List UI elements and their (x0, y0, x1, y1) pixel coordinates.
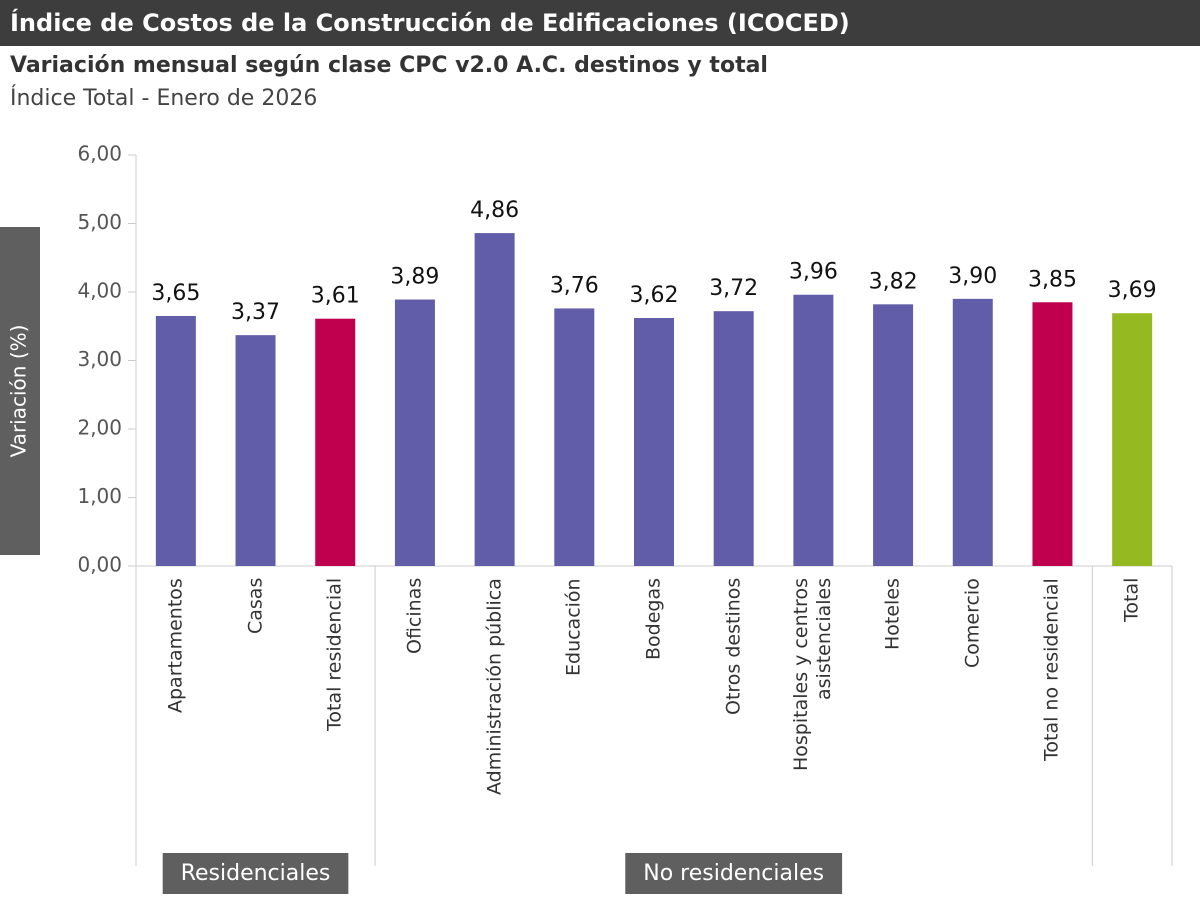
y-tick-label: 0,00 (77, 553, 122, 577)
bar (474, 233, 515, 566)
x-tick-label: Educación (562, 578, 585, 676)
bar (713, 311, 754, 566)
x-tick-label: Total residencial (323, 578, 346, 732)
bar (235, 335, 276, 566)
value-label: 3,62 (630, 283, 679, 308)
y-tick-label: 4,00 (77, 279, 122, 303)
value-label: 3,37 (231, 300, 280, 325)
chart-title: Índice de Costos de la Construcción de E… (10, 8, 850, 37)
bar (1032, 302, 1073, 566)
value-label: 3,61 (311, 284, 360, 309)
y-label-box (0, 227, 40, 555)
value-label: 3,96 (789, 260, 838, 285)
bar (952, 298, 993, 566)
x-tick-label: Bodegas (642, 578, 665, 661)
x-tick-label: Comercio (961, 578, 984, 668)
value-label: 3,89 (390, 265, 439, 290)
y-tick-label: 1,00 (77, 484, 122, 508)
bar (394, 299, 435, 566)
group-label-box (625, 853, 843, 894)
y-tick-label: 5,00 (77, 210, 122, 234)
bar (1112, 313, 1153, 566)
value-label: 3,76 (550, 273, 599, 298)
x-tick-label: Hospitales y centros asistenciales (790, 578, 836, 771)
value-label: 3,65 (151, 281, 200, 306)
chart-subtitle: Variación mensual según clase CPC v2.0 A… (10, 53, 768, 78)
bar (793, 294, 834, 566)
value-label: 3,85 (1028, 267, 1077, 292)
bar (873, 304, 914, 566)
x-tick-label: Administración pública (483, 578, 506, 795)
bar (155, 315, 196, 566)
y-tick-label: 2,00 (77, 416, 122, 440)
y-tick-label: 6,00 (77, 142, 122, 166)
chart-caption: Índice Total - Enero de 2026 (10, 85, 317, 111)
x-tick-label: Total (1120, 578, 1143, 623)
x-tick-label: Otros destinos (722, 578, 745, 716)
x-tick-label: Total no residencial (1041, 578, 1064, 761)
value-label: 3,90 (948, 264, 997, 289)
x-tick-label: Casas (244, 578, 267, 635)
bar (634, 318, 674, 566)
group-label: No residenciales (643, 861, 824, 886)
value-label: 3,72 (709, 276, 758, 301)
group-label: Residenciales (181, 861, 331, 886)
value-label: 4,86 (470, 198, 519, 223)
group-label-box (162, 853, 349, 894)
value-label: 3,82 (869, 269, 918, 294)
x-tick-label: Hoteles (881, 578, 904, 650)
x-tick-label: Oficinas (403, 578, 426, 655)
title-bar (0, 0, 1200, 46)
y-axis-label: Variación (%) (7, 325, 31, 458)
y-tick-label: 3,00 (77, 347, 122, 371)
value-label: 3,69 (1108, 278, 1157, 303)
bar (315, 318, 356, 566)
bar (554, 308, 595, 566)
x-tick-label: Apartamentos (164, 578, 187, 713)
